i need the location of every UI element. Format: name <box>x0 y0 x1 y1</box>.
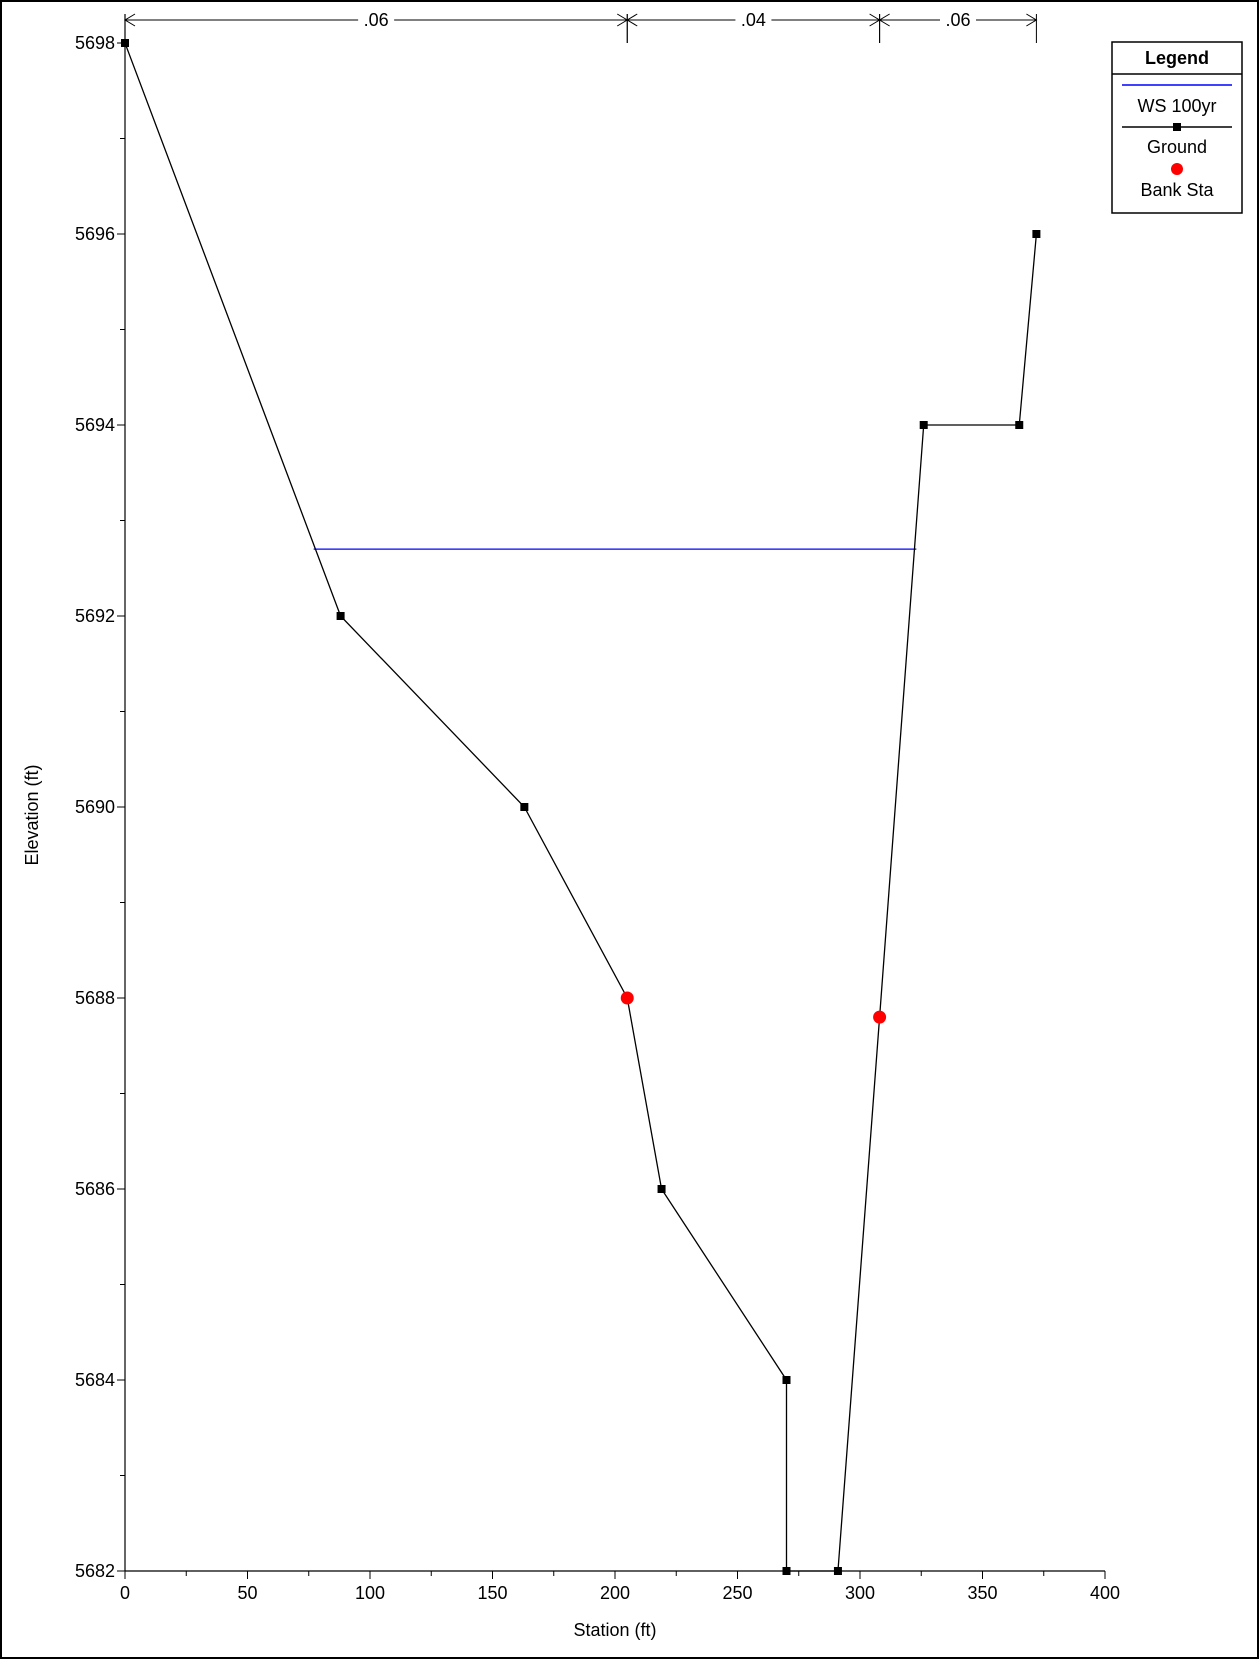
y-axis-label: Elevation (ft) <box>22 764 42 865</box>
ground-point <box>657 1185 666 1193</box>
x-tick-label: 0 <box>120 1583 130 1603</box>
legend-entry-ground: Ground <box>1147 137 1207 157</box>
ground-point <box>782 1567 791 1575</box>
y-tick-label: 5690 <box>75 797 115 817</box>
x-tick-label: 250 <box>722 1583 752 1603</box>
ground-point <box>520 803 529 811</box>
legend-bank-marker <box>1171 163 1183 175</box>
roughness-label: .04 <box>741 10 766 30</box>
legend: Legend WS 100yr Ground Bank Sta <box>1111 41 1243 214</box>
y-tick-label: 5684 <box>75 1370 115 1390</box>
roughness-arrowhead <box>124 13 136 27</box>
y-tick-label: 5682 <box>75 1561 115 1581</box>
legend-entry-ws: WS 100yr <box>1137 96 1216 116</box>
legend-ground-marker <box>1173 123 1181 131</box>
x-tick-label: 100 <box>355 1583 385 1603</box>
ground-point <box>121 39 129 47</box>
x-tick-label: 200 <box>600 1583 630 1603</box>
x-tick-label: 400 <box>1090 1583 1120 1603</box>
ground-point <box>833 1567 842 1575</box>
roughness-arrowhead <box>1026 13 1038 27</box>
y-tick-label: 5698 <box>75 33 115 53</box>
y-tick-label: 5688 <box>75 988 115 1008</box>
x-tick-label: 150 <box>477 1583 507 1603</box>
ground-line <box>124 42 1038 1572</box>
roughness-annotations: .06 .04 .06 <box>124 10 1038 43</box>
x-tick-label: 350 <box>967 1583 997 1603</box>
roughness-arrowhead <box>878 13 890 27</box>
roughness-label: .06 <box>945 10 970 30</box>
y-tick-label: 5694 <box>75 415 115 435</box>
x-axis-label: Station (ft) <box>573 1620 656 1640</box>
axes: 5682 5684 5686 5688 5690 5692 5694 5696 5698 0 50 1… <box>75 14 1120 1603</box>
legend-title: Legend <box>1145 48 1209 68</box>
x-tick-label: 300 <box>845 1583 875 1603</box>
ground-point <box>919 421 928 429</box>
y-tick-label: 5696 <box>75 224 115 244</box>
ground-point <box>1015 421 1024 429</box>
roughness-arrowhead <box>626 13 638 27</box>
y-tick-label: 5692 <box>75 606 115 626</box>
ground-point <box>782 1376 791 1384</box>
y-tick-label: 5686 <box>75 1179 115 1199</box>
x-tick-label: 50 <box>237 1583 257 1603</box>
bank-station-point <box>873 1010 887 1024</box>
ground-point <box>336 612 345 620</box>
ground-point <box>1032 230 1041 238</box>
bank-station-point <box>620 991 634 1005</box>
roughness-label: .06 <box>364 10 389 30</box>
series-layer <box>121 39 1041 1575</box>
legend-entry-bank: Bank Sta <box>1140 180 1214 200</box>
